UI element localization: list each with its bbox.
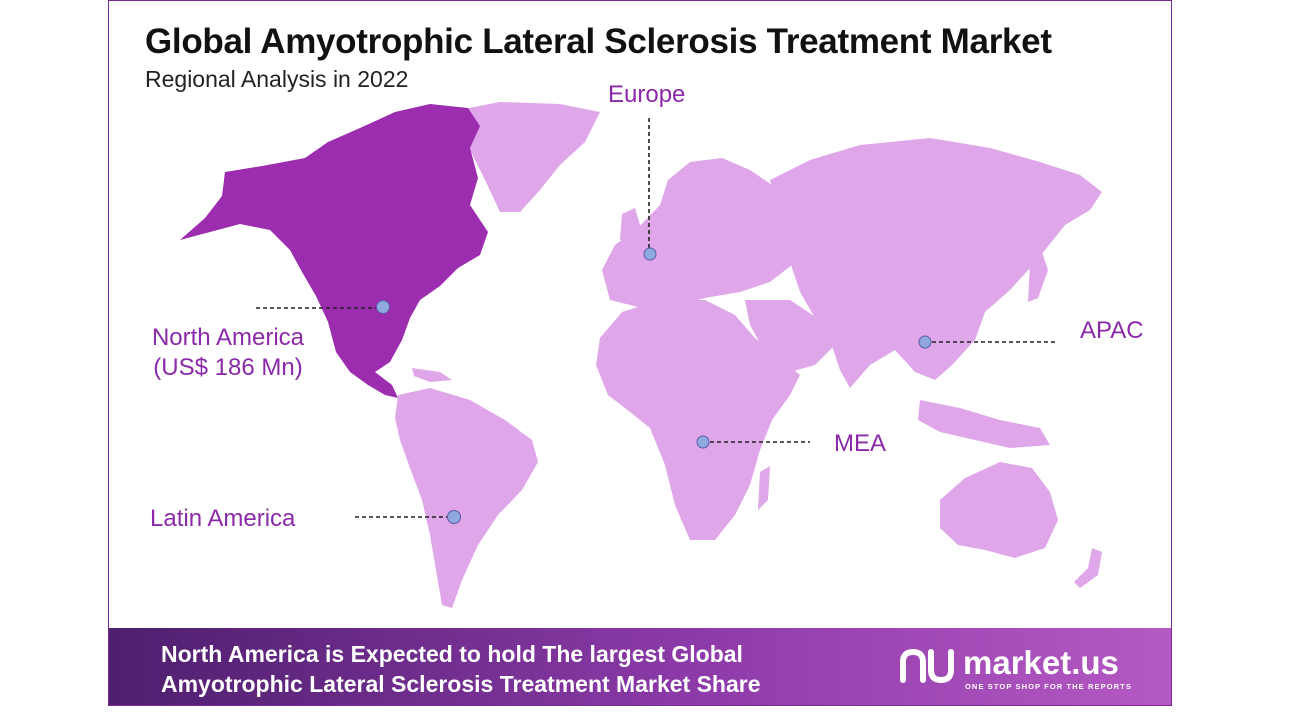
region-europe	[602, 158, 800, 310]
market-us-logo-icon	[900, 648, 954, 684]
region-greenland	[448, 102, 600, 212]
marker-north-america	[376, 300, 390, 314]
region-new-zealand	[1074, 548, 1102, 588]
footer-banner: North America is Expected to hold The la…	[109, 628, 1171, 705]
region-caribbean	[412, 368, 452, 382]
footer-text: North America is Expected to hold The la…	[161, 639, 761, 699]
region-madagascar	[758, 466, 770, 510]
label-north-america-value: (US$ 186 Mn)	[153, 354, 303, 381]
footer-line-2: Amyotrophic Lateral Sclerosis Treatment …	[161, 671, 761, 697]
region-apac	[770, 138, 1102, 388]
region-se-asia	[918, 400, 1050, 448]
brand-tagline: ONE STOP SHOP FOR THE REPORTS	[965, 682, 1132, 691]
region-uk	[620, 208, 640, 242]
page-subtitle: Regional Analysis in 2022	[145, 66, 409, 92]
marker-europe	[643, 247, 657, 261]
label-europe: Europe	[608, 81, 686, 108]
region-latin-america	[395, 388, 538, 608]
page-title: Global Amyotrophic Lateral Sclerosis Tre…	[145, 22, 1052, 61]
brand-logo: market.us ONE STOP SHOP FOR THE REPORTS	[899, 644, 1159, 694]
label-mea: MEA	[834, 430, 887, 457]
region-mea	[596, 300, 800, 540]
region-japan	[1028, 252, 1048, 302]
marker-apac	[918, 335, 932, 349]
label-north-america-name: North America	[151, 324, 305, 351]
region-australia	[940, 462, 1058, 558]
footer-line-1: North America is Expected to hold The la…	[161, 641, 743, 667]
label-apac: APAC	[1080, 317, 1144, 344]
label-latin-america: Latin America	[150, 505, 296, 532]
brand-name: market.us	[963, 644, 1119, 681]
label-north-america: North America (US$ 186 Mn)	[122, 323, 334, 383]
marker-mea	[696, 435, 710, 449]
region-middle-east	[745, 300, 835, 372]
region-north-america	[180, 104, 488, 398]
marker-latin-america	[447, 510, 461, 524]
